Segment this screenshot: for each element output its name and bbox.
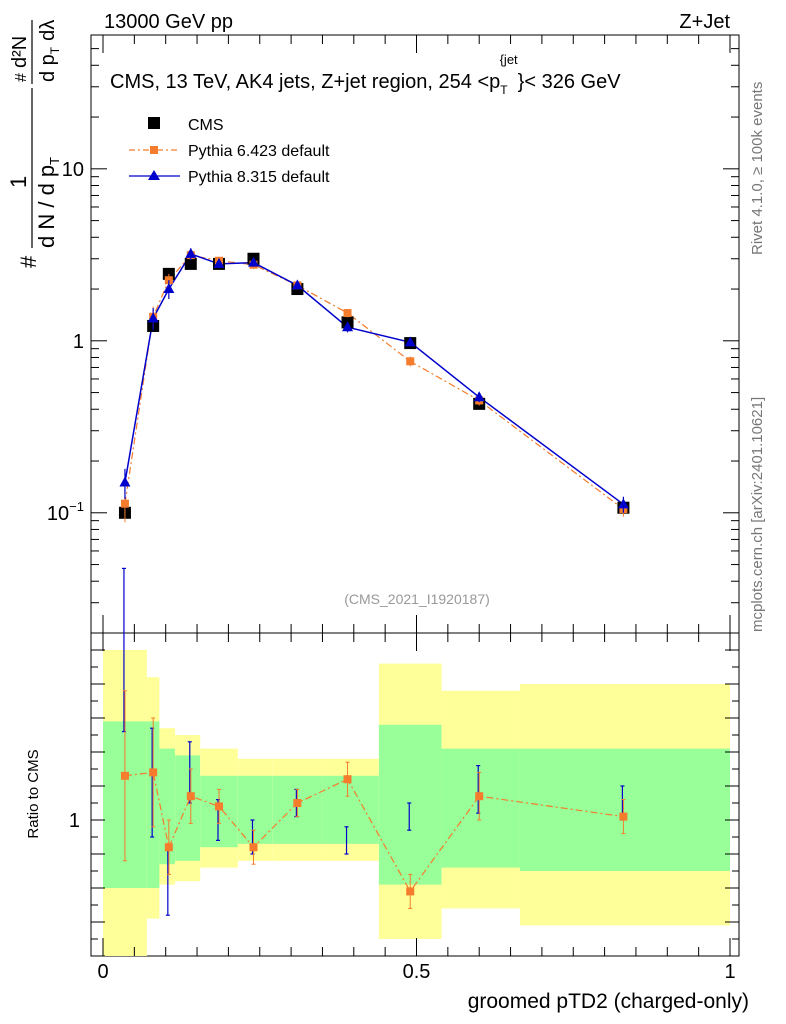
ylabel-d2n: d²N <box>9 36 31 68</box>
data-point-pythia8 <box>291 279 303 290</box>
data-point-pythia8 <box>247 256 259 267</box>
header-process: Z+Jet <box>679 11 730 33</box>
y-tick-label: 10−1 <box>47 499 84 525</box>
x-tick-label: 0 <box>97 961 108 983</box>
legend: CMS Pythia 6.423 default Pythia 8.315 de… <box>129 117 330 186</box>
ylabel-dp-sub: T <box>48 46 62 54</box>
legend-label-cms: CMS <box>188 117 224 134</box>
ratio-plot-frame <box>90 632 740 957</box>
ylabel-dp: d pTdλ <box>37 20 62 82</box>
legend-marker-py6 <box>150 146 158 154</box>
ratio-series <box>120 567 628 916</box>
ylabel-denominator: d N / d pT <box>34 157 62 248</box>
ratio-point-pythia6 <box>214 802 223 811</box>
data-point-pythia6 <box>120 499 129 508</box>
ratio-band-inner <box>159 748 176 865</box>
ratio-band-inner <box>175 755 201 861</box>
ratio-point-pythia6 <box>406 887 415 896</box>
ratio-point-pythia6 <box>293 799 302 807</box>
main-series <box>118 247 630 523</box>
ratio-point-pythia6 <box>164 843 173 852</box>
data-point-pythia8 <box>473 391 485 402</box>
ratio-point-pythia6 <box>619 812 628 821</box>
analysis-watermark: (CMS_2021_I1920187) <box>344 591 490 607</box>
y-tick-label: 10 <box>62 159 84 181</box>
ratio-point-pythia6 <box>120 771 129 780</box>
data-point-pythia8 <box>119 476 131 487</box>
ratio-axes: 10 0.5 1 <box>69 632 739 983</box>
ratio-ylabel: Ratio to CMS <box>25 749 42 838</box>
legend-label-py6: Pythia 6.423 default <box>188 143 330 160</box>
ratio-band-inner <box>237 775 273 844</box>
data-point-pythia8 <box>185 247 197 258</box>
chart-title-sup: {jet <box>500 52 518 67</box>
y-tick-exponent: −1 <box>69 499 84 514</box>
ratio-point-pythia6 <box>249 843 258 852</box>
chart-title-sub: T <box>500 83 508 97</box>
main-ylabel: # 1 d N / d pT # d²N d pTdλ <box>6 20 62 268</box>
ratio-point-pythia6 <box>149 768 158 777</box>
series-line-pythia8 <box>124 253 624 505</box>
y-tick-base: 10 <box>62 159 84 181</box>
ratio-point-pythia6 <box>186 792 195 801</box>
chart-title-end: }< 326 GeV <box>518 71 622 93</box>
ylabel-dp-text: d p <box>37 54 59 82</box>
chart-title-main: CMS, 13 TeV, AK4 jets, Z+jet region, 254… <box>110 71 500 93</box>
ratio-point-pythia6 <box>475 792 484 801</box>
ratio-band-inner <box>441 748 520 868</box>
x-tick-label: 1 <box>724 961 735 983</box>
legend-marker-cms <box>148 117 160 129</box>
ylabel-den-text: d N / d p <box>34 165 59 248</box>
ratio-point-pythia6 <box>343 775 352 784</box>
data-point-pythia8 <box>213 257 225 268</box>
ylabel-den-sub: T <box>47 157 62 165</box>
side-mcplots-label: mcplots.cern.ch [arXiv:2401.10621] <box>749 397 766 632</box>
y-tick-label: 1 <box>73 331 84 353</box>
data-point-cms <box>184 257 197 270</box>
data-point-pythia8 <box>342 321 354 332</box>
ratio-band-inner <box>378 724 442 885</box>
legend-label-py8: Pythia 8.315 default <box>188 169 330 186</box>
data-point-pythia6 <box>343 309 352 318</box>
y-tick-base: 1 <box>73 331 84 353</box>
ratio-band-inner <box>519 748 730 871</box>
ratio-band-inner <box>322 775 379 844</box>
y-tick-base: 10 <box>47 503 69 525</box>
ylabel-hash: # <box>16 255 41 268</box>
chart-title: CMS, 13 TeV, AK4 jets, Z+jet region, 254… <box>110 52 621 97</box>
ratio-uncertainty-bands <box>103 650 730 956</box>
data-point-pythia8 <box>617 498 629 509</box>
x-axis-label: groomed pTD2 (charged-only) <box>468 990 749 1013</box>
ylabel-dlambda: dλ <box>37 20 59 41</box>
data-point-pythia6 <box>406 357 415 366</box>
data-point-pythia8 <box>147 312 159 323</box>
ratio-tick-label: 1 <box>69 810 80 832</box>
ylabel-one: 1 <box>6 176 31 188</box>
header-energy: 13000 GeV pp <box>104 11 233 33</box>
side-rivet-label: Rivet 4.1.0, ≥ 100k events <box>749 82 766 255</box>
ylabel-hash-2: # <box>13 73 30 82</box>
data-point-pythia8 <box>163 283 175 294</box>
series-line-pythia6 <box>124 254 624 510</box>
x-tick-label: 0.5 <box>403 961 431 983</box>
legend-marker-py8 <box>148 170 160 180</box>
data-point-pythia8 <box>404 336 416 347</box>
